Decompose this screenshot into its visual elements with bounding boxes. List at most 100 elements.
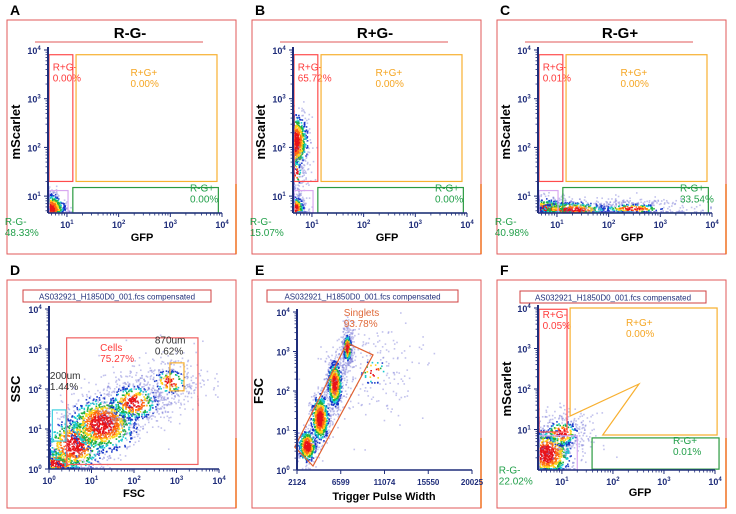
event-dot — [621, 202, 623, 205]
event-dot — [52, 211, 55, 213]
tick-base: 10 — [654, 220, 664, 230]
event-dot — [663, 203, 666, 205]
x-tick-label: 104 — [705, 220, 719, 230]
event-dot — [302, 127, 305, 130]
event-dot — [57, 452, 60, 455]
event-dot — [601, 204, 603, 207]
event-dot — [296, 172, 299, 175]
event-dot — [306, 140, 308, 143]
event-dot — [630, 209, 633, 211]
event-dot — [297, 164, 300, 166]
event-dot — [293, 188, 295, 190]
event-dot — [316, 146, 318, 149]
event-dot — [308, 211, 311, 213]
event-dot — [294, 196, 297, 199]
tick-base: 10 — [27, 46, 37, 56]
event-dot — [583, 207, 586, 210]
event-dot — [610, 211, 612, 213]
event-dot — [634, 208, 636, 210]
event-dot — [579, 205, 582, 207]
event-dot — [580, 200, 582, 203]
event-dot — [296, 130, 299, 133]
event-dot — [626, 211, 628, 213]
event-dot — [710, 206, 712, 209]
event-dot — [588, 206, 591, 209]
event-dot — [548, 199, 550, 202]
event-dot — [650, 202, 653, 205]
event-dot — [607, 209, 610, 212]
event-dot — [615, 208, 618, 210]
event-dot — [301, 207, 304, 210]
event-dot — [297, 203, 299, 206]
event-dot — [303, 207, 305, 209]
event-dot — [616, 210, 618, 213]
event-dot — [582, 206, 585, 208]
event-dot — [559, 203, 562, 205]
event-dot — [570, 209, 573, 211]
event-dot — [53, 191, 56, 193]
event-dot — [651, 204, 654, 206]
event-dot — [301, 158, 304, 161]
event-dot — [628, 208, 630, 211]
event-dot — [585, 200, 587, 203]
event-dot — [695, 211, 698, 213]
event-dot — [52, 199, 54, 202]
event-dot — [593, 211, 595, 213]
x-tick-label: 101 — [550, 220, 564, 230]
event-dot — [294, 168, 297, 170]
event-dot — [622, 199, 625, 201]
event-dot — [601, 197, 603, 200]
event-dot — [87, 450, 89, 452]
event-dot — [544, 207, 546, 209]
event-dot — [297, 120, 300, 123]
event-dot — [645, 205, 648, 207]
event-dot — [77, 466, 80, 469]
event-dot — [545, 207, 548, 210]
y-axis-label: mScarlet — [253, 104, 268, 160]
event-dot — [294, 186, 297, 188]
event-dot — [607, 203, 610, 206]
event-dot — [555, 204, 558, 207]
event-dot — [554, 205, 556, 208]
event-dot — [55, 200, 57, 203]
event-dot — [621, 211, 624, 213]
event-dot — [113, 458, 116, 461]
event-dot — [87, 458, 90, 460]
event-dot — [303, 211, 306, 213]
event-dot — [609, 201, 612, 204]
x-axis-label: GFP — [131, 232, 154, 244]
event-dot — [607, 211, 609, 213]
event-dot — [540, 209, 543, 212]
event-dot — [598, 207, 601, 210]
event-dot — [298, 190, 300, 193]
event-dot — [296, 168, 299, 170]
event-dot — [302, 166, 305, 169]
gate-label-percent: 0.00% — [53, 73, 81, 84]
event-dot — [299, 152, 301, 154]
event-dot — [647, 205, 649, 208]
tick-exponent: 4 — [715, 220, 719, 226]
event-dot — [62, 460, 64, 462]
event-dot — [551, 204, 553, 207]
event-dot — [296, 120, 299, 123]
event-dot — [596, 197, 598, 199]
event-dot — [579, 206, 581, 209]
event-dot — [541, 211, 544, 213]
event-dot — [552, 196, 555, 199]
event-dot — [295, 165, 298, 168]
event-dot — [624, 201, 627, 204]
tick-base: 10 — [27, 192, 37, 202]
event-dot — [632, 211, 634, 213]
event-dot — [297, 144, 300, 146]
event-dot — [303, 133, 305, 135]
event-dot — [302, 172, 304, 174]
event-dot — [652, 202, 655, 205]
y-tick-label: 102 — [27, 143, 41, 153]
tick-base: 10 — [215, 220, 225, 230]
event-dot — [569, 208, 571, 211]
event-dot — [560, 196, 563, 198]
event-dot — [301, 149, 304, 151]
event-dot — [655, 211, 658, 213]
event-dot — [303, 164, 306, 167]
event-dot — [308, 184, 310, 186]
